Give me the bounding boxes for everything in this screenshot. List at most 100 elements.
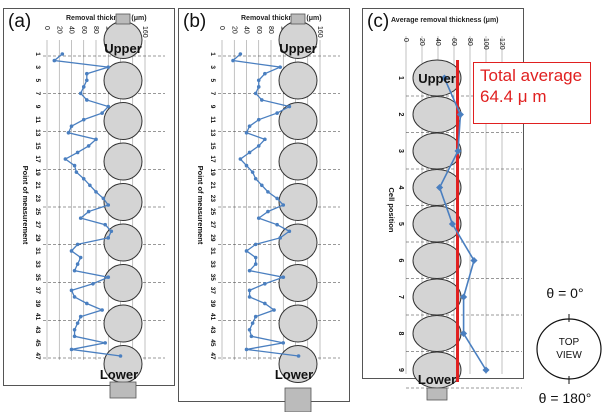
data-point-a-1 bbox=[52, 58, 57, 63]
y-tick-label-b-21: 43 bbox=[209, 326, 216, 334]
data-point-a-14 bbox=[86, 144, 91, 148]
data-point-b-19 bbox=[253, 176, 258, 181]
data-point-a-4 bbox=[85, 78, 89, 83]
data-point-a-10 bbox=[81, 117, 86, 122]
data-point-a-21 bbox=[94, 190, 98, 194]
y-tick-label-b-12: 25 bbox=[209, 208, 216, 216]
y-tick-label-c-6: 7 bbox=[397, 295, 404, 299]
top-view-angle-top: θ = 0° bbox=[546, 285, 583, 301]
y-tick-label-c-0: 1 bbox=[397, 76, 404, 80]
cell-oval-b-6 bbox=[278, 264, 318, 302]
data-point-b-33 bbox=[247, 268, 252, 273]
y-tick-label-b-10: 21 bbox=[209, 182, 216, 190]
data-point-b-6 bbox=[253, 91, 258, 96]
data-point-a-40 bbox=[78, 314, 83, 319]
data-point-a-26 bbox=[103, 222, 107, 227]
chart-title-a: Removal thickness (μm) bbox=[66, 15, 147, 22]
data-point-b-42 bbox=[247, 327, 252, 332]
cell-oval-c-7 bbox=[412, 315, 462, 352]
panel-label-b: (b) bbox=[183, 11, 207, 32]
data-point-c-3 bbox=[436, 183, 444, 192]
data-point-b-31 bbox=[253, 255, 258, 260]
data-point-b-38 bbox=[263, 301, 267, 306]
x-tick-label-c-3: 60 bbox=[450, 38, 457, 46]
y-tick-label-c-2: 3 bbox=[397, 149, 404, 153]
y-tick-label-a-0: 1 bbox=[34, 52, 41, 56]
y-tick-label-c-7: 8 bbox=[397, 332, 404, 336]
top-view-angle-bottom: θ = 180° bbox=[539, 390, 592, 406]
x-tick-label-c-0: 0 bbox=[402, 38, 409, 42]
y-tick-label-b-4: 9 bbox=[209, 105, 216, 109]
y-tick-label-b-22: 45 bbox=[209, 339, 216, 347]
data-point-b-39 bbox=[272, 308, 276, 312]
y-tick-label-a-1: 3 bbox=[34, 65, 41, 69]
y-tick-label-a-14: 29 bbox=[34, 234, 41, 242]
cell-oval-b-4 bbox=[278, 183, 318, 221]
y-tick-label-b-17: 35 bbox=[209, 274, 216, 282]
x-tick-label-b-4: 80 bbox=[267, 26, 274, 34]
data-point-a-27 bbox=[109, 229, 114, 234]
cell-oval-a-4 bbox=[103, 183, 143, 221]
data-point-a-37 bbox=[72, 295, 77, 299]
y-tick-label-b-23: 47 bbox=[209, 352, 216, 360]
data-point-a-43 bbox=[72, 334, 77, 339]
y-tick-label-a-10: 21 bbox=[34, 182, 41, 190]
cell-oval-c-5 bbox=[412, 242, 462, 279]
upper-cell-label-c: Upper bbox=[418, 71, 456, 86]
data-point-b-16 bbox=[238, 157, 243, 161]
cell-oval-c-2 bbox=[412, 132, 462, 170]
data-point-c-1 bbox=[456, 110, 464, 119]
data-point-b-40 bbox=[253, 314, 258, 319]
data-point-a-2 bbox=[106, 65, 111, 69]
y-tick-label-a-6: 13 bbox=[34, 129, 41, 137]
data-point-a-19 bbox=[81, 176, 86, 181]
data-point-c-0 bbox=[440, 74, 448, 82]
y-tick-label-b-15: 31 bbox=[209, 247, 216, 255]
y-tick-label-a-23: 47 bbox=[34, 352, 41, 360]
y-tick-label-b-1: 3 bbox=[209, 65, 216, 69]
data-point-b-22 bbox=[275, 196, 279, 201]
y-tick-label-a-5: 11 bbox=[34, 116, 41, 123]
data-point-a-15 bbox=[75, 150, 80, 155]
y-tick-label-a-8: 17 bbox=[34, 155, 41, 163]
x-tick-label-b-0: 0 bbox=[218, 26, 225, 30]
data-point-a-35 bbox=[91, 281, 95, 286]
cell-oval-b-1 bbox=[278, 61, 318, 100]
y-tick-label-a-11: 23 bbox=[34, 195, 41, 203]
x-tick-label-b-2: 40 bbox=[243, 26, 250, 34]
cell-oval-b-3 bbox=[278, 142, 318, 181]
y-tick-label-b-19: 39 bbox=[209, 300, 216, 308]
y-tick-label-b-8: 17 bbox=[209, 155, 216, 163]
data-point-b-3 bbox=[263, 71, 267, 76]
data-point-b-9 bbox=[275, 111, 279, 115]
data-point-a-31 bbox=[78, 255, 83, 260]
y-tick-label-b-3: 7 bbox=[209, 92, 216, 96]
data-point-c-6 bbox=[460, 293, 468, 301]
x-tick-label-a-3: 60 bbox=[80, 26, 87, 34]
data-point-b-4 bbox=[256, 78, 261, 83]
data-point-b-11 bbox=[247, 124, 252, 129]
cell-oval-a-2 bbox=[103, 102, 143, 140]
cell-oval-c-1 bbox=[412, 96, 462, 133]
data-point-a-42 bbox=[72, 327, 77, 332]
x-tick-label-a-0: 0 bbox=[43, 26, 50, 30]
y-tick-label-b-14: 29 bbox=[209, 234, 216, 242]
x-tick-label-a-1: 20 bbox=[55, 26, 62, 34]
y-tick-label-b-5: 11 bbox=[209, 116, 216, 123]
x-tick-label-c-1: 20 bbox=[418, 38, 425, 46]
upper-cell-label-b: Upper bbox=[279, 41, 317, 56]
data-point-b-32 bbox=[253, 262, 258, 266]
y-tick-label-b-11: 23 bbox=[209, 195, 216, 203]
y-tick-label-a-2: 5 bbox=[34, 78, 41, 82]
data-point-b-34 bbox=[281, 275, 286, 280]
y-tick-label-b-0: 1 bbox=[209, 52, 216, 56]
cell-oval-c-6 bbox=[412, 278, 462, 316]
data-point-b-14 bbox=[256, 144, 261, 148]
data-point-b-20 bbox=[260, 183, 264, 188]
cell-oval-b-7 bbox=[278, 304, 318, 343]
y-tick-label-b-2: 5 bbox=[209, 78, 216, 82]
y-tick-label-a-20: 41 bbox=[34, 313, 41, 321]
data-point-a-22 bbox=[101, 196, 106, 201]
data-point-b-45 bbox=[244, 347, 249, 352]
data-point-a-7 bbox=[85, 98, 89, 102]
